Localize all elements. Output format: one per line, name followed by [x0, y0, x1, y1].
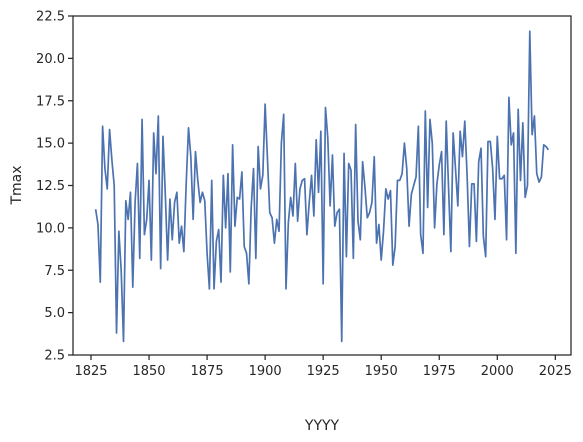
y-tick-label: 15.0 [36, 137, 65, 152]
y-tick-label: 22.5 [36, 10, 65, 25]
x-tick-label: 1875 [191, 364, 224, 379]
y-tick-label: 2.5 [44, 349, 65, 364]
data-line [94, 30, 550, 343]
x-tick-label: 1950 [365, 364, 398, 379]
x-tick-label: 1850 [132, 364, 165, 379]
y-tick-label: 5.0 [44, 306, 65, 321]
y-tick-label: 7.5 [44, 264, 65, 279]
x-tick-label: 1825 [74, 364, 107, 379]
x-tick-label: 1975 [423, 364, 456, 379]
x-tick-label: 1925 [307, 364, 340, 379]
x-tick-label: 1900 [249, 364, 282, 379]
y-tick-label: 20.0 [36, 52, 65, 67]
x-axis-label: YYYY [304, 418, 340, 434]
y-axis-label: Tmax [9, 165, 25, 205]
y-tick-label: 10.0 [36, 221, 65, 236]
x-tick-label: 2000 [481, 364, 514, 379]
y-tick-label: 17.5 [36, 94, 65, 109]
y-tick-label: 12.5 [36, 179, 65, 194]
x-tick-label: 2025 [539, 364, 572, 379]
